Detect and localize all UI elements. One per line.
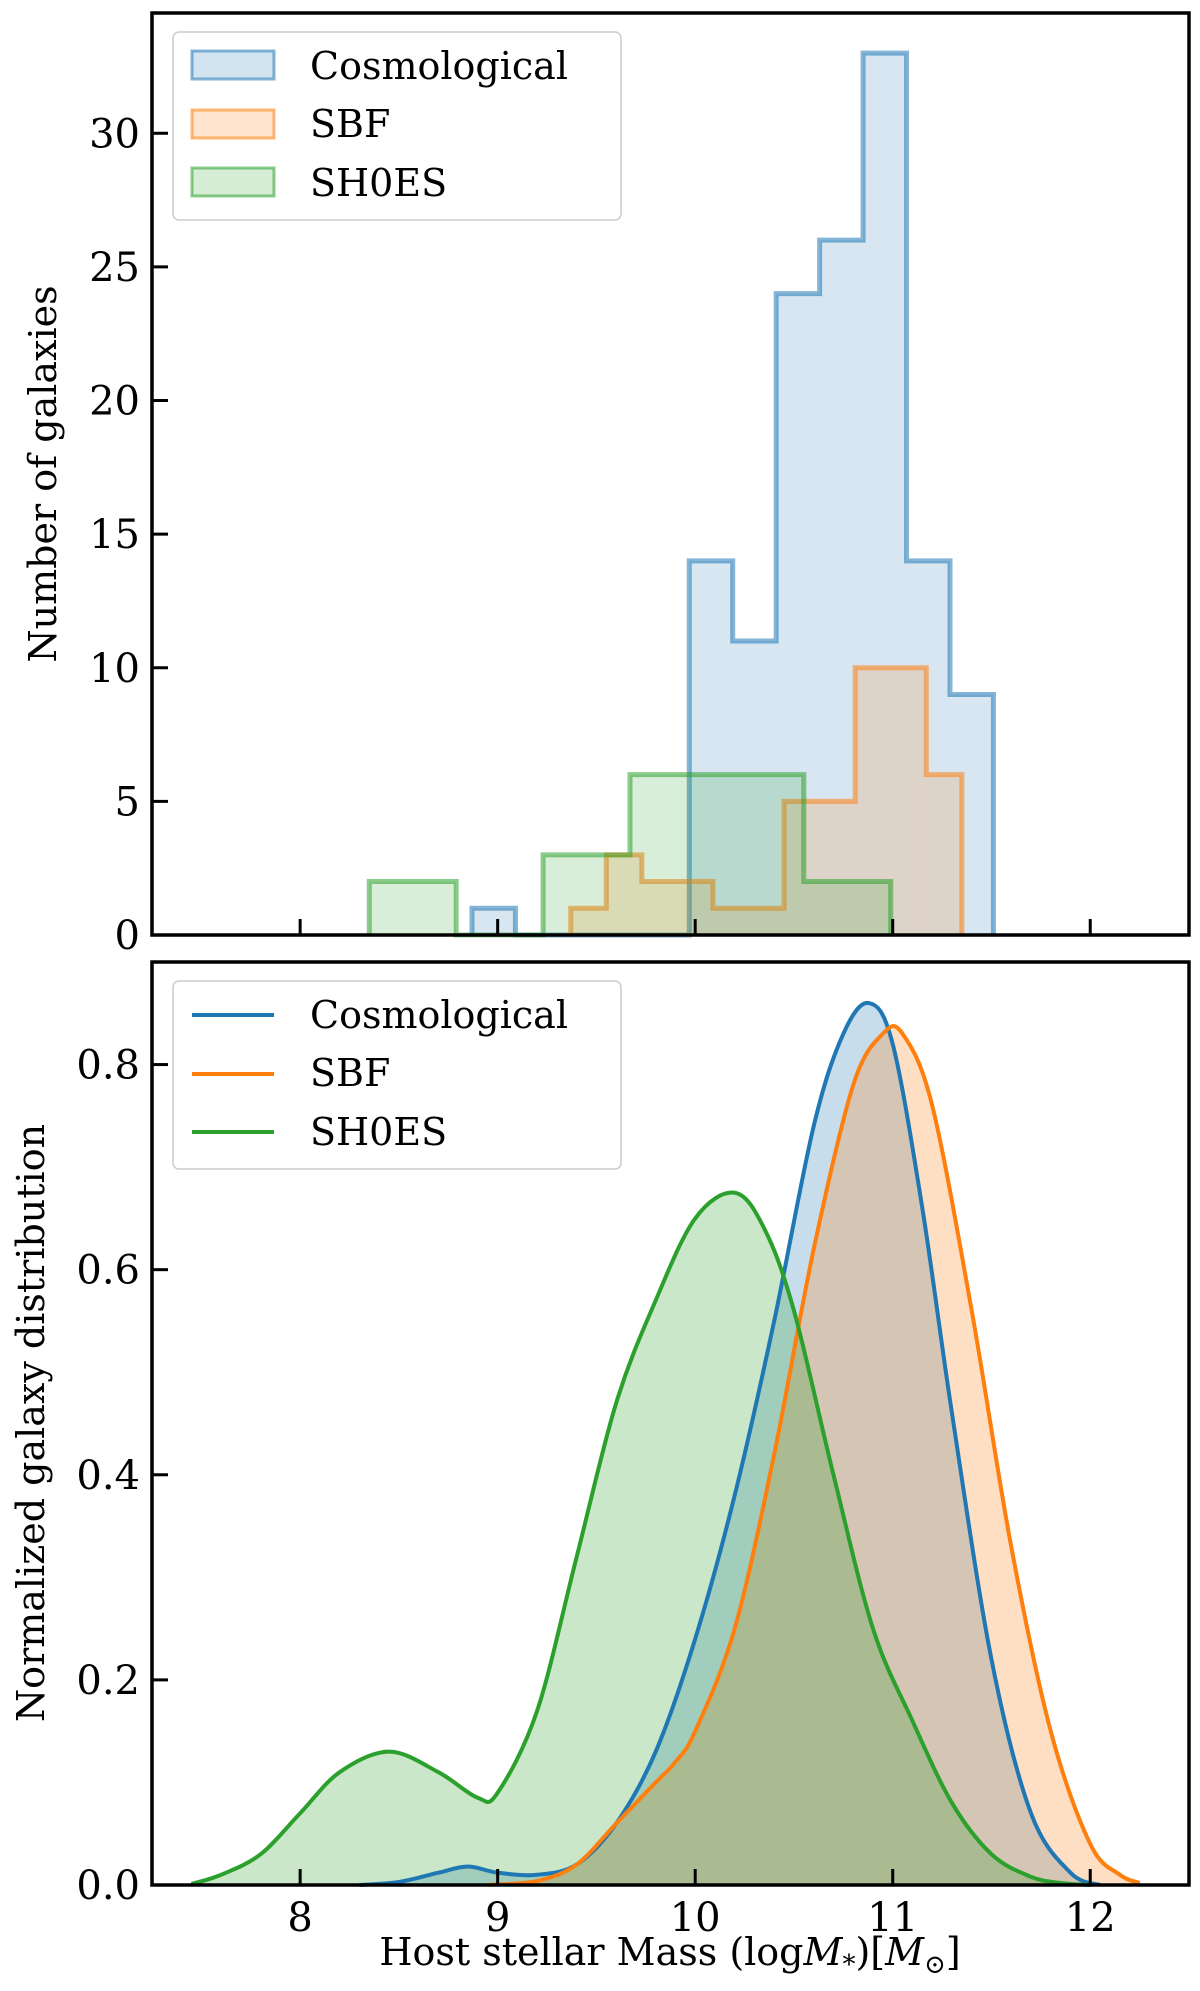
hist-series-cosmological bbox=[469, 50, 996, 938]
legend-label-sbf: SBF bbox=[310, 1051, 390, 1095]
hist-bar-cosmological bbox=[689, 560, 733, 935]
kde-fill-cosmological bbox=[359, 1002, 1101, 1885]
hist-bar-cosmological bbox=[863, 53, 907, 935]
top-y-tick-label: 0 bbox=[115, 913, 140, 959]
hist-bar-cosmological bbox=[471, 908, 516, 935]
xlabel-unit-m: M bbox=[884, 1930, 925, 1974]
top-y-axis-label: Number of galaxies bbox=[21, 285, 65, 662]
hist-outline-sh0es bbox=[366, 772, 894, 938]
hist-bar-sh0es bbox=[543, 854, 631, 935]
top-legend: Cosmological SBF SH0ES bbox=[172, 31, 622, 221]
bottom-y-tick-label: 0.6 bbox=[76, 1248, 140, 1294]
hist-bar-sbf bbox=[890, 667, 927, 935]
kde-panel: 0.0 0.2 0.4 0.6 0.8 8 9 10 11 12 Normalized galax… bbox=[9, 960, 1191, 1980]
top-y-tick-label: 25 bbox=[89, 245, 140, 291]
bottom-x-tick-label: 9 bbox=[485, 1895, 510, 1941]
bottom-x-tick-label: 10 bbox=[670, 1895, 721, 1941]
xlabel-unit-sun: ⊙ bbox=[924, 1950, 946, 1980]
hist-bar-sbf bbox=[819, 801, 856, 935]
kde-line-sh0es bbox=[190, 1190, 1091, 1887]
hist-bar-sh0es bbox=[630, 774, 717, 935]
top-y-tick-label: 10 bbox=[89, 646, 140, 692]
histogram-bars bbox=[366, 50, 996, 938]
legend-label-sh0es: SH0ES bbox=[310, 161, 447, 205]
bottom-x-tick-label: 12 bbox=[1065, 1895, 1116, 1941]
bottom-axes-frame bbox=[150, 960, 1191, 1887]
hist-bar-sbf bbox=[570, 908, 607, 935]
hist-series-sh0es bbox=[366, 772, 894, 938]
hist-bar-sh0es bbox=[716, 774, 804, 935]
hist-bar-sbf bbox=[748, 908, 785, 935]
bottom-y-tick-label: 0.2 bbox=[76, 1658, 140, 1704]
bottom-y-axis-label: Normalized galaxy distribution bbox=[9, 1124, 53, 1722]
bottom-x-tick-label: 11 bbox=[867, 1895, 918, 1941]
top-y-tick-label: 20 bbox=[89, 379, 140, 425]
xlabel-math-m: M bbox=[803, 1930, 844, 1974]
xlabel-mid: )[ bbox=[855, 1930, 885, 1974]
legend-swatch-sh0es bbox=[190, 166, 276, 198]
bottom-legend: Cosmological SBF SH0ES bbox=[172, 980, 622, 1170]
xlabel-prefix: Host stellar Mass (log bbox=[379, 1930, 803, 1974]
bottom-legend-box bbox=[172, 980, 622, 1170]
kde-line-sbf bbox=[487, 1024, 1141, 1887]
top-y-tick-label: 5 bbox=[115, 779, 140, 825]
hist-bar-sh0es bbox=[803, 881, 891, 935]
hist-bar-sbf bbox=[641, 881, 678, 935]
hist-bar-cosmological bbox=[732, 641, 777, 935]
kde-lines bbox=[190, 1001, 1141, 1887]
legend-label-cosmological: Cosmological bbox=[310, 44, 568, 88]
legend-label-cosmological: Cosmological bbox=[310, 993, 568, 1037]
hist-bar-sbf bbox=[855, 667, 891, 935]
bottom-x-axis-label: Host stellar Mass (logM*)[M⊙] bbox=[379, 1930, 960, 1980]
kde-fill-sh0es bbox=[191, 1192, 1091, 1885]
top-axes-frame bbox=[150, 11, 1191, 937]
top-y-tick-label: 15 bbox=[89, 512, 140, 558]
hist-bar-sbf bbox=[606, 854, 642, 935]
bottom-y-tick-label: 0.4 bbox=[76, 1453, 140, 1499]
hist-bar-sh0es bbox=[369, 881, 457, 935]
bottom-ticks: 0.0 0.2 0.4 0.6 0.8 8 9 10 11 12 bbox=[76, 1043, 1115, 1941]
legend-label-sbf: SBF bbox=[310, 102, 390, 146]
hist-bar-sbf bbox=[926, 774, 962, 935]
hist-bar-cosmological bbox=[819, 240, 864, 935]
legend-swatch-sbf bbox=[190, 108, 276, 140]
xlabel-sub-star: * bbox=[842, 1950, 855, 1980]
histogram-panel: 0 5 10 15 20 25 30 Number of galaxies Cosmolog… bbox=[21, 11, 1191, 959]
top-y-tick-label: 30 bbox=[89, 111, 140, 157]
bottom-y-tick-label: 0.0 bbox=[76, 1863, 140, 1909]
top-ticks: 0 5 10 15 20 25 30 bbox=[89, 111, 1092, 959]
bottom-y-tick-label: 0.8 bbox=[76, 1043, 140, 1089]
hist-bar-cosmological bbox=[949, 694, 994, 935]
hist-bar-sbf bbox=[712, 908, 749, 935]
hist-series-sbf bbox=[568, 665, 965, 935]
kde-fill-sbf bbox=[487, 1026, 1140, 1885]
legend-swatch-cosmological bbox=[190, 49, 276, 81]
top-legend-box bbox=[172, 31, 622, 221]
kde-fills bbox=[191, 1002, 1140, 1885]
bottom-x-tick-label: 8 bbox=[287, 1895, 312, 1941]
xlabel-end: ] bbox=[946, 1930, 961, 1974]
legend-label-sh0es: SH0ES bbox=[310, 1110, 447, 1154]
